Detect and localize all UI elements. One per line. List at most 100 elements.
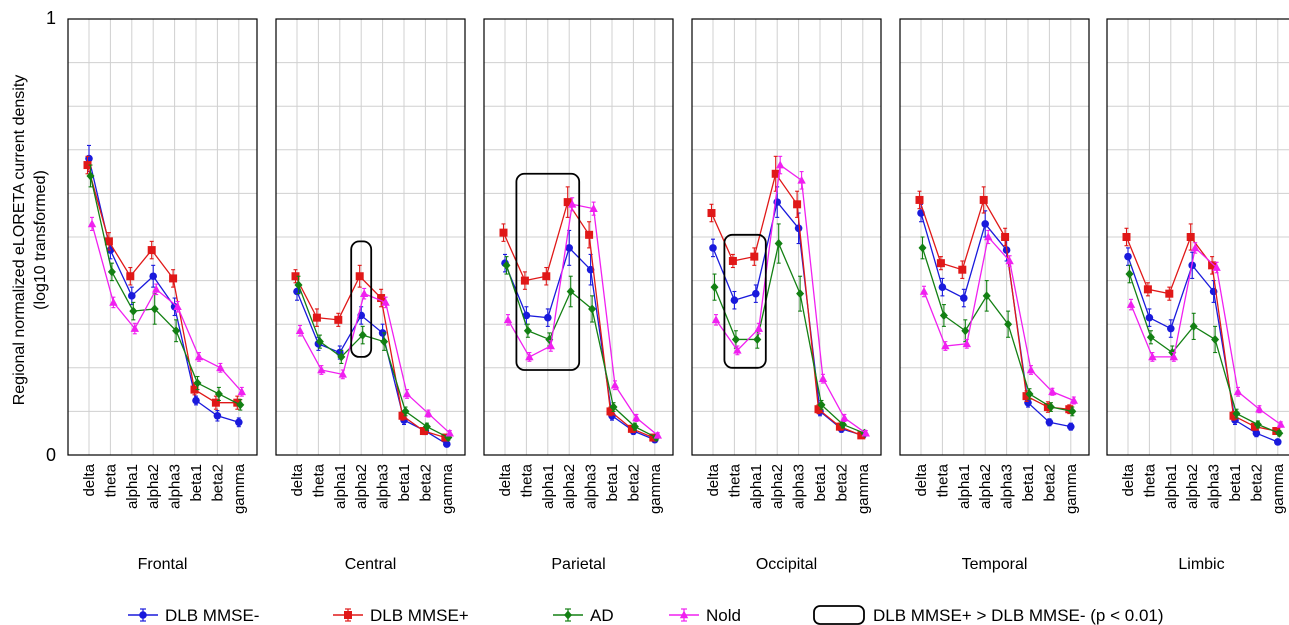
- data-point-nold: [962, 339, 971, 348]
- x-tick-label: alpha1: [332, 464, 349, 509]
- data-point-nold: [818, 374, 828, 382]
- region-label-occipital: Occipital: [756, 556, 817, 573]
- data-point-dlb-mmse: [1186, 233, 1195, 241]
- panel-parietal: delta theta alpha1 alpha2 alpha3 beta1 beta2 ga…: [483, 18, 674, 573]
- data-point-dlb-mmse: [1067, 422, 1075, 431]
- x-tick-label: beta1: [604, 464, 621, 502]
- data-point-ad: [982, 291, 991, 301]
- data-point-dlb-mmse: [312, 313, 321, 322]
- data-point-dlb-mmse: [728, 256, 737, 265]
- data-point-nold: [173, 302, 182, 311]
- x-tick-label: delta: [497, 463, 514, 496]
- x-tick-label: beta1: [1227, 464, 1244, 502]
- legend-label-dlb-mmse: DLB MMSE+: [370, 606, 469, 625]
- data-point-ad: [939, 310, 948, 320]
- series-line-ad: [1128, 273, 1280, 434]
- series-nold-parietal: [503, 197, 662, 439]
- legend-item-nold: Nold: [669, 606, 741, 625]
- grid-central: [276, 19, 465, 455]
- legend: DLB MMSE- DLB MMSE+ AD Nold: [128, 605, 865, 625]
- y-axis-title-line1: Regional normalized eLORETA current dens…: [11, 75, 28, 406]
- data-point-ad: [796, 289, 805, 299]
- data-point-dlb-mmse: [1250, 422, 1259, 431]
- data-point-dlb-mmse: [398, 411, 407, 420]
- series-line-nold: [507, 203, 659, 436]
- series-ad-temporal: [918, 236, 1077, 417]
- data-point-nold: [776, 160, 785, 169]
- data-point-ad: [1189, 321, 1198, 331]
- data-point-dlb-mmse: [1229, 411, 1238, 420]
- x-tick-label: beta1: [188, 464, 205, 502]
- data-point-dlb-mmse: [128, 292, 136, 300]
- legend-label-dlb-mmse: DLB MMSE-: [165, 606, 259, 625]
- data-point-dlb-mmse: [542, 272, 551, 281]
- region-label-limbic: Limbic: [1178, 556, 1224, 573]
- data-point-nold: [1276, 419, 1285, 428]
- data-point-nold: [338, 369, 347, 378]
- data-point-dlb-mmse: [606, 407, 615, 416]
- x-tick-label: gamma: [231, 463, 248, 514]
- data-point-dlb-mmse: [585, 230, 594, 239]
- series-ad-central: [294, 275, 453, 443]
- data-point-dlb-mmse: [627, 424, 636, 433]
- x-tick-label: alpha1: [540, 464, 557, 509]
- data-point-nold: [546, 341, 555, 350]
- data-point-nold: [130, 324, 139, 332]
- data-point-dlb-mmse: [563, 198, 572, 207]
- data-point-dlb-mmse: [126, 272, 135, 281]
- data-point-dlb-mmse: [1022, 392, 1031, 401]
- data-point-ad: [838, 419, 847, 429]
- data-point-dlb-mmse: [1167, 324, 1175, 333]
- x-tick-label: delta: [913, 463, 930, 496]
- data-point-ad: [566, 287, 575, 296]
- data-point-dlb-mmse: [1208, 261, 1217, 270]
- data-point-dlb-mmse: [752, 289, 760, 298]
- series-line-dlb-mmse: [88, 158, 239, 423]
- data-point-dlb-mmse: [1124, 252, 1132, 261]
- data-point-nold: [861, 428, 870, 437]
- data-point-ad: [774, 239, 783, 249]
- series-line-dlb-mmse: [920, 212, 1071, 428]
- data-point-dlb-mmse: [419, 427, 428, 436]
- data-point-ad: [1046, 402, 1055, 412]
- data-point-ad: [214, 389, 223, 399]
- data-point-nold: [984, 232, 993, 241]
- y-axis-title: Regional normalized eLORETA current dens…: [11, 75, 49, 406]
- data-point-ad: [358, 330, 367, 340]
- data-point-dlb-mmse: [190, 385, 199, 394]
- data-point-nold: [1005, 256, 1014, 265]
- data-point-dlb-mmse: [213, 411, 222, 420]
- data-point-dlb-mmse: [958, 265, 967, 274]
- data-point-nold: [194, 352, 204, 361]
- series-line-nold: [299, 292, 451, 434]
- panel-frame-limbic: [1106, 18, 1289, 456]
- data-point-dlb-mmse: [936, 259, 945, 268]
- data-point-dlb-mmse: [1252, 429, 1261, 438]
- data-point-dlb-mmse: [1165, 289, 1174, 298]
- data-point-dlb-mmse: [334, 315, 343, 324]
- data-point-dlb-mmse: [443, 440, 451, 448]
- data-point-dlb-mmse: [1272, 427, 1281, 436]
- significance-box: [515, 172, 581, 371]
- legend-marker-ad: [564, 610, 572, 620]
- panel-frame-occipital: [691, 18, 882, 456]
- data-point-nold: [216, 363, 225, 372]
- panel-frame-central: [275, 18, 466, 456]
- data-point-nold: [503, 315, 513, 324]
- data-point-ad: [1146, 332, 1155, 342]
- x-tick-label: alpha2: [561, 464, 578, 509]
- data-point-dlb-mmse: [709, 244, 717, 252]
- data-point-ad: [710, 282, 719, 292]
- data-point-ad: [172, 326, 181, 336]
- data-point-ad: [337, 352, 346, 362]
- data-point-ad: [609, 402, 618, 412]
- data-point-nold: [1048, 387, 1057, 396]
- x-tick-label: alpha3: [167, 464, 184, 509]
- data-point-ad: [588, 304, 597, 314]
- x-tick-label: alpha1: [956, 464, 973, 509]
- series-nold-frontal: [87, 216, 246, 397]
- data-point-nold: [1191, 243, 1200, 252]
- legend-item-dlb-mmse: DLB MMSE+: [333, 606, 469, 625]
- significance-box: [350, 240, 373, 358]
- data-point-nold: [237, 387, 246, 396]
